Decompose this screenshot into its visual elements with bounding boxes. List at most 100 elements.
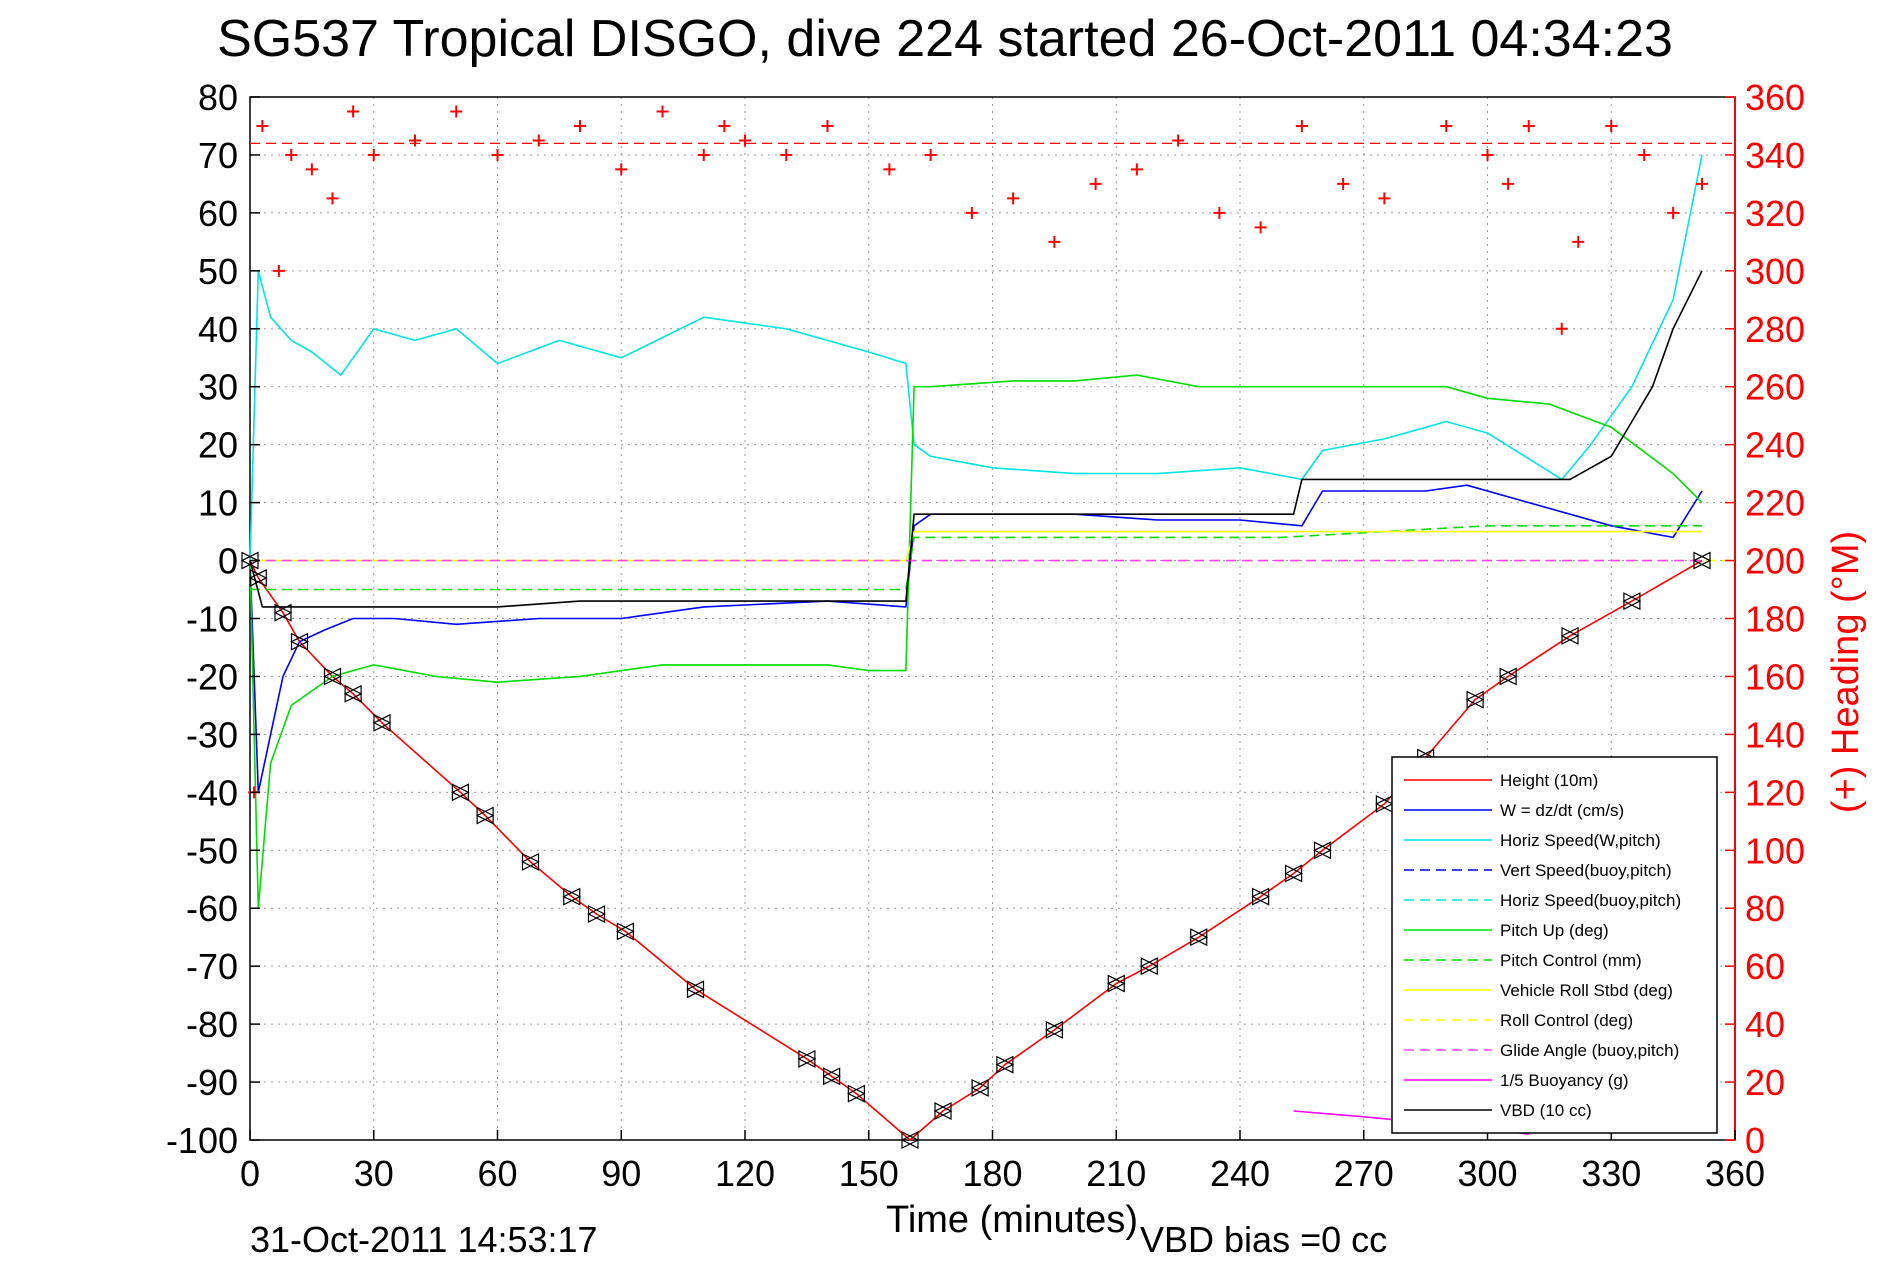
depth-marker-left bbox=[970, 1078, 989, 1097]
heading-marker bbox=[1696, 177, 1708, 190]
x-tick-label: 270 bbox=[1334, 1153, 1394, 1194]
heading-marker bbox=[1572, 235, 1585, 248]
chart-title: SG537 Tropical DISGO, dive 224 started 2… bbox=[217, 10, 1673, 68]
heading-marker bbox=[1667, 206, 1680, 219]
depth-marker-left bbox=[1498, 667, 1517, 686]
legend-label: Height (10m) bbox=[1500, 771, 1598, 790]
depth-marker-left bbox=[562, 887, 581, 906]
y-right-tick-label: 0 bbox=[1745, 1120, 1765, 1161]
heading-marker bbox=[1048, 235, 1061, 248]
y-tick-label: 40 bbox=[198, 309, 238, 350]
series-pitch-control-mm bbox=[250, 524, 1702, 591]
y-right-tick-label: 280 bbox=[1745, 309, 1805, 350]
depth-marker-left bbox=[1284, 864, 1303, 883]
heading-marker bbox=[1172, 134, 1185, 147]
x-tick-label: 0 bbox=[240, 1153, 260, 1194]
y-tick-label: 50 bbox=[198, 251, 238, 292]
y-right-axis-label: (+) Heading (°M) bbox=[1825, 531, 1867, 813]
y-right-tick-label: 100 bbox=[1745, 830, 1805, 871]
y-right-tick-label: 120 bbox=[1745, 772, 1805, 813]
heading-marker bbox=[1502, 177, 1515, 190]
y-tick-label: -10 bbox=[186, 599, 238, 640]
heading-marker bbox=[305, 163, 318, 176]
y-axis-ticks: 80 70 60 50 40 30 20 10 0 -10 -20 -30 -40 -50 -60 -70 -8… bbox=[166, 77, 260, 1161]
x-tick-label: 150 bbox=[839, 1153, 899, 1194]
depth-marker-left bbox=[822, 1067, 841, 1086]
y-right-tick-label: 140 bbox=[1745, 714, 1805, 755]
heading-marker bbox=[718, 119, 731, 132]
series-horiz-speed-w-pitch bbox=[249, 154, 1703, 561]
x-tick-label: 30 bbox=[354, 1153, 394, 1194]
heading-marker bbox=[285, 148, 298, 161]
depth-marker-left bbox=[1251, 887, 1270, 906]
x-axis-ticks: 0 30 60 90 120 150 180 210 240 270 300 330 360 bbox=[240, 1130, 1765, 1194]
depth-marker-left bbox=[1189, 928, 1208, 947]
depth-marker-left bbox=[797, 1049, 816, 1068]
x-tick-label: 180 bbox=[962, 1153, 1022, 1194]
depth-marker-left bbox=[323, 667, 342, 686]
y-tick-label: -90 bbox=[186, 1062, 238, 1103]
y-right-tick-label: 200 bbox=[1745, 541, 1805, 582]
x-tick-label: 240 bbox=[1210, 1153, 1270, 1194]
depth-marker-left bbox=[273, 603, 292, 622]
depth-marker-left bbox=[1622, 592, 1641, 611]
heading-marker bbox=[883, 163, 896, 176]
depth-marker-left bbox=[1139, 957, 1158, 976]
depth-marker-left bbox=[1692, 551, 1711, 570]
depth-marker-left bbox=[587, 905, 606, 923]
heading-marker bbox=[1605, 119, 1618, 132]
y-tick-label: 10 bbox=[198, 483, 238, 524]
depth-marker-left bbox=[1106, 974, 1125, 993]
y-tick-label: -20 bbox=[186, 656, 238, 697]
heading-marker bbox=[656, 105, 669, 118]
heading-marker bbox=[450, 105, 463, 118]
heading-marker bbox=[1440, 119, 1453, 132]
y-tick-label: -100 bbox=[166, 1120, 238, 1161]
y-tick-label: 70 bbox=[198, 135, 238, 176]
depth-marker-left bbox=[451, 783, 469, 802]
heading-marker bbox=[256, 119, 269, 132]
depth-marker-left bbox=[1560, 626, 1579, 645]
depth-marker-left bbox=[521, 852, 540, 871]
x-tick-label: 120 bbox=[715, 1153, 775, 1194]
y-tick-label: 80 bbox=[198, 77, 238, 118]
y-right-tick-label: 160 bbox=[1745, 656, 1805, 697]
y-right-tick-label: 260 bbox=[1745, 367, 1805, 408]
y-tick-label: -30 bbox=[186, 714, 238, 755]
heading-marker bbox=[326, 192, 339, 205]
heading-marker bbox=[1213, 206, 1226, 219]
heading-marker bbox=[409, 134, 421, 147]
y-tick-label: 30 bbox=[198, 367, 238, 408]
heading-marker bbox=[491, 148, 504, 161]
legend-label: W = dz/dt (cm/s) bbox=[1500, 801, 1624, 820]
legend-label: VBD (10 cc) bbox=[1500, 1101, 1592, 1120]
x-tick-label: 210 bbox=[1086, 1153, 1146, 1194]
heading-marker bbox=[924, 148, 937, 161]
y-right-tick-label: 300 bbox=[1745, 251, 1805, 292]
heading-marker bbox=[1007, 192, 1020, 205]
heading-marker bbox=[1254, 221, 1267, 234]
heading-marker bbox=[1337, 177, 1350, 190]
heading-marker bbox=[1481, 148, 1494, 161]
heading-marker bbox=[780, 148, 793, 161]
series-w-dz-dt-cm-s bbox=[249, 484, 1703, 794]
heading-marker bbox=[1522, 119, 1535, 132]
y-right-tick-label: 360 bbox=[1745, 77, 1805, 118]
series-pitch-up-deg bbox=[249, 374, 1703, 910]
y-right-tick-label: 180 bbox=[1745, 599, 1805, 640]
x-tick-label: 330 bbox=[1581, 1153, 1641, 1194]
heading-marker bbox=[1295, 119, 1308, 132]
footer-timestamp: 31-Oct-2011 14:53:17 bbox=[250, 1219, 598, 1260]
legend-label: Glide Angle (buoy,pitch) bbox=[1500, 1041, 1679, 1060]
y-right-tick-label: 220 bbox=[1745, 483, 1805, 524]
y-tick-label: -70 bbox=[186, 946, 238, 987]
legend-label: Pitch Control (mm) bbox=[1500, 951, 1642, 970]
heading-marker bbox=[1089, 177, 1102, 190]
heading-marker bbox=[1555, 322, 1568, 335]
legend: Height (10m) W = dz/dt (cm/s) Horiz Speed(… bbox=[1391, 756, 1718, 1134]
y-tick-label: -60 bbox=[186, 888, 238, 929]
y-right-tick-label: 80 bbox=[1745, 888, 1785, 929]
heading-marker bbox=[532, 134, 545, 147]
heading-marker bbox=[615, 163, 628, 176]
